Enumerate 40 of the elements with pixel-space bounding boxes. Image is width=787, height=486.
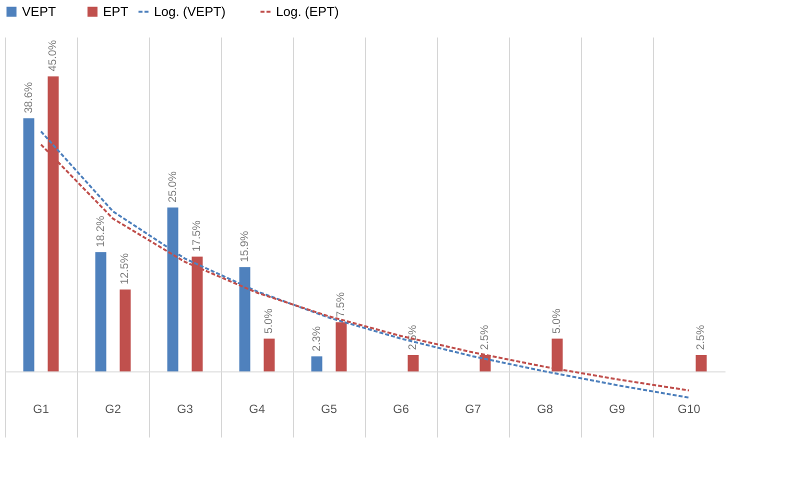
x-tick-label: G2	[104, 402, 122, 416]
data-label: 2.5%	[695, 324, 708, 350]
x-tick-label: G9	[608, 402, 626, 416]
x-tick-label: G10	[678, 402, 701, 416]
bar	[311, 356, 322, 372]
bar	[239, 267, 250, 372]
x-tick-label: G6	[392, 402, 410, 416]
bar	[120, 289, 131, 372]
bar	[23, 118, 34, 372]
data-label: 17.5%	[191, 220, 204, 252]
data-label: 25.0%	[166, 171, 179, 202]
x-tick-label: G4	[248, 402, 266, 416]
data-label: 45.0%	[47, 40, 60, 72]
x-tick-label: G7	[464, 402, 482, 416]
data-label: 2.5%	[407, 324, 420, 350]
legend-label: EPT	[103, 4, 128, 19]
legend-label: Log. (VEPT)	[154, 4, 226, 19]
x-tick-label: G1	[32, 402, 50, 416]
bar	[167, 207, 178, 372]
bar	[408, 355, 419, 372]
x-tick-label: G5	[320, 402, 338, 416]
data-label: 2.3%	[310, 326, 323, 352]
bar	[552, 338, 563, 372]
data-label: 5.0%	[263, 308, 276, 334]
data-label: 7.5%	[335, 292, 348, 318]
x-tick-label: G8	[536, 402, 554, 416]
bar	[696, 355, 707, 372]
data-label: 12.5%	[119, 253, 132, 284]
data-label: 38.6%	[22, 82, 35, 114]
legend-label: VEPT	[22, 4, 56, 19]
data-label: 18.2%	[94, 216, 107, 248]
data-label: 5.0%	[551, 308, 564, 334]
bar	[336, 322, 347, 372]
legend-label: Log. (EPT)	[276, 4, 339, 19]
bar	[264, 338, 275, 372]
data-label: 2.5%	[479, 324, 492, 350]
bar	[95, 252, 106, 372]
data-label: 15.9%	[238, 230, 251, 262]
bar	[192, 256, 203, 372]
x-tick-label: G3	[176, 402, 194, 416]
